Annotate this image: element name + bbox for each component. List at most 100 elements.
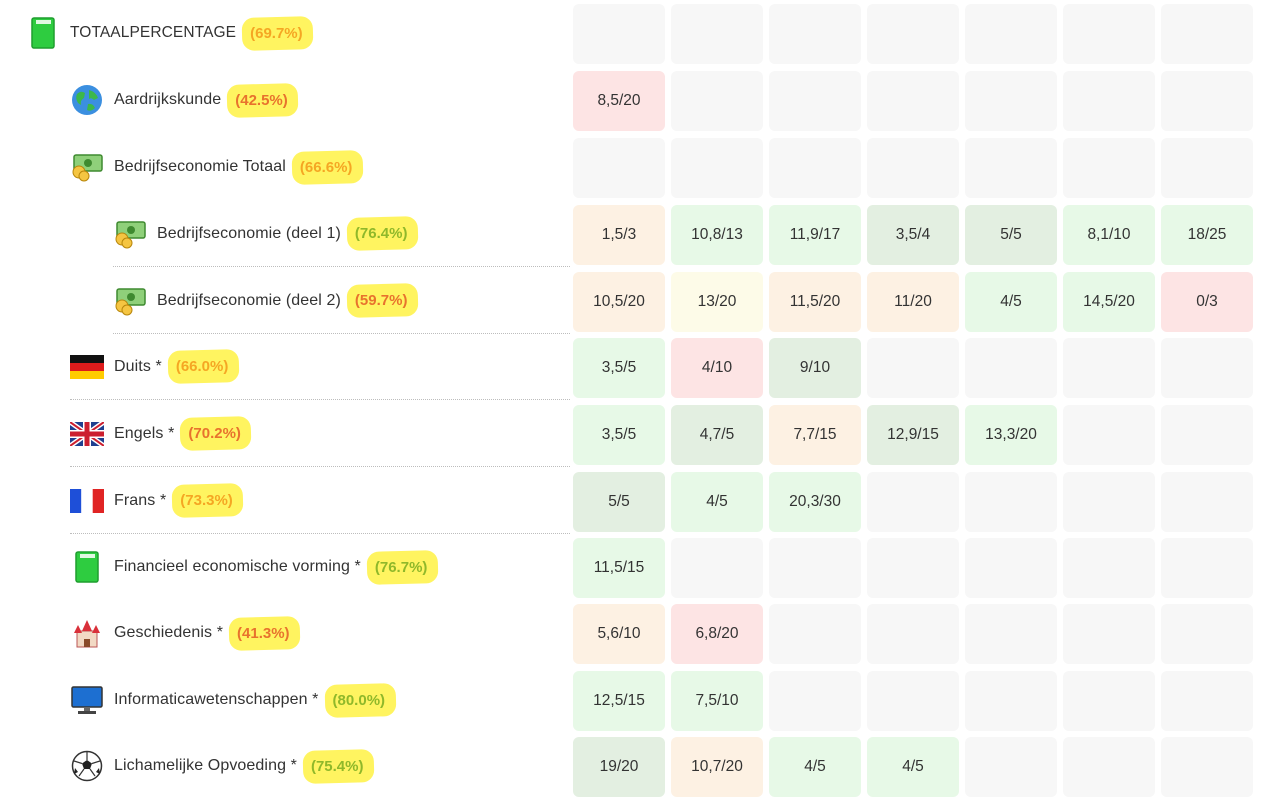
grade-cell[interactable]: 4/5 — [867, 737, 959, 797]
grade-cell — [1063, 138, 1155, 198]
money-icon — [113, 284, 147, 318]
subject-percent: (80.0%) — [324, 682, 396, 718]
grade-cell — [573, 4, 665, 64]
globe-icon — [70, 83, 104, 117]
grade-cell — [965, 737, 1057, 797]
grade-cell — [1063, 71, 1155, 131]
grade-cell — [1063, 671, 1155, 731]
grade-cell[interactable]: 3,5/4 — [867, 205, 959, 265]
grade-cell — [1161, 405, 1253, 465]
subject-bedrijfseconomie-deel-2[interactable]: Bedrijfseconomie (deel 2) (59.7%) — [113, 268, 570, 334]
grade-cell[interactable]: 19/20 — [573, 737, 665, 797]
grade-cell[interactable]: 7,7/15 — [769, 405, 861, 465]
grade-cell[interactable]: 8,5/20 — [573, 71, 665, 131]
subject-name: Financieel economische vorming * — [114, 558, 361, 575]
grade-cell[interactable]: 5,6/10 — [573, 604, 665, 664]
grade-cell — [867, 4, 959, 64]
subject-name: Aardrijkskunde — [114, 91, 222, 108]
grade-cell[interactable]: 3,5/5 — [573, 405, 665, 465]
subject-frans[interactable]: Frans * (73.3%) — [70, 468, 570, 534]
grade-cell — [1161, 472, 1253, 532]
grade-cell — [1161, 71, 1253, 131]
subject-percent: (66.0%) — [167, 349, 239, 384]
subject-geschiedenis[interactable]: Geschiedenis * (41.3%) — [70, 600, 300, 666]
grade-cell[interactable]: 10,5/20 — [573, 272, 665, 332]
subject-percent: (66.6%) — [291, 149, 363, 185]
green-book-icon — [30, 16, 56, 50]
grade-cell[interactable]: 0/3 — [1161, 272, 1253, 332]
subject-lichamelijke-opvoeding[interactable]: Lichamelijke Opvoeding * (75.4%) — [70, 733, 374, 799]
grade-cell[interactable]: 4/5 — [965, 272, 1057, 332]
total-row: TOTAALPERCENTAGE (69.7%) — [0, 0, 1280, 66]
subject-name: Geschiedenis * — [114, 624, 224, 641]
grade-cell[interactable]: 6,8/20 — [671, 604, 763, 664]
green-book-icon — [70, 550, 104, 584]
subject-bedrijfseconomie-totaal[interactable]: Bedrijfseconomie Totaal (66.6%) — [70, 134, 363, 200]
grade-cell[interactable]: 14,5/20 — [1063, 272, 1155, 332]
grade-cells: 3,5/5 4/10 9/10 — [573, 338, 1253, 398]
subject-aardrijkskunde[interactable]: Aardrijkskunde (42.5%) — [70, 67, 299, 133]
subject-name: Engels * — [114, 424, 175, 442]
grade-cell — [1161, 538, 1253, 598]
grade-cell — [965, 338, 1057, 398]
grade-cell[interactable]: 20,3/30 — [769, 472, 861, 532]
subject-percent: (70.2%) — [179, 416, 252, 451]
grade-cell[interactable]: 4/10 — [671, 338, 763, 398]
grade-cell[interactable]: 10,7/20 — [671, 737, 763, 797]
grade-cells: 19/20 10,7/20 4/5 4/5 — [573, 737, 1253, 797]
grade-cell[interactable]: 5/5 — [573, 472, 665, 532]
grade-cell[interactable]: 13,3/20 — [965, 405, 1057, 465]
subject-duits[interactable]: Duits * (66.0%) — [70, 334, 570, 400]
grade-cells: 5/5 4/5 20,3/30 — [573, 472, 1253, 532]
subject-name: Bedrijfseconomie (deel 2) — [157, 291, 341, 309]
grade-cell — [769, 604, 861, 664]
grade-cell[interactable]: 1,5/3 — [573, 205, 665, 265]
grade-cell[interactable]: 12,5/15 — [573, 671, 665, 731]
grade-cell — [965, 604, 1057, 664]
grade-cell — [1063, 4, 1155, 64]
grade-cells — [573, 4, 1253, 64]
subject-percent: (59.7%) — [346, 283, 418, 318]
grade-cell[interactable]: 12,9/15 — [867, 405, 959, 465]
grade-cell — [867, 472, 959, 532]
grade-cell — [867, 138, 959, 198]
grade-cell[interactable]: 13/20 — [671, 272, 763, 332]
grade-cell[interactable]: 4/5 — [671, 472, 763, 532]
total-subject[interactable]: TOTAALPERCENTAGE (69.7%) — [30, 0, 314, 66]
subject-row: Bedrijfseconomie (deel 2) (59.7%) 10,5/2… — [0, 268, 1280, 334]
subject-percent: (75.4%) — [302, 748, 374, 784]
subject-engels[interactable]: Engels * (70.2%) — [70, 401, 570, 467]
subject-name: Lichamelijke Opvoeding * — [114, 757, 297, 774]
grade-cell[interactable]: 11,5/20 — [769, 272, 861, 332]
german-flag-icon — [70, 350, 104, 384]
grade-cell[interactable]: 4/5 — [769, 737, 861, 797]
grade-cell[interactable]: 8,1/10 — [1063, 205, 1155, 265]
grade-cell[interactable]: 18/25 — [1161, 205, 1253, 265]
grade-cell — [1161, 4, 1253, 64]
grade-cell — [1161, 138, 1253, 198]
subject-row: Engels * (70.2%) 3,5/5 4,7/5 7,7/15 12,9… — [0, 401, 1280, 467]
subject-bedrijfseconomie-deel-1[interactable]: Bedrijfseconomie (deel 1) (76.4%) — [113, 201, 570, 267]
subject-informaticawetenschappen[interactable]: Informaticawetenschappen * (80.0%) — [70, 667, 396, 733]
grade-cell — [1063, 538, 1155, 598]
grade-cell — [769, 671, 861, 731]
grade-cells — [573, 138, 1253, 198]
subject-percent: (76.4%) — [346, 216, 418, 251]
grade-cell[interactable]: 3,5/5 — [573, 338, 665, 398]
grade-cell[interactable]: 11,5/15 — [573, 538, 665, 598]
subject-financieel-economische-vorming[interactable]: Financieel economische vorming * (76.7%) — [70, 534, 438, 600]
grade-cells: 8,5/20 — [573, 71, 1253, 131]
grade-cell[interactable]: 11,9/17 — [769, 205, 861, 265]
grade-cell[interactable]: 7,5/10 — [671, 671, 763, 731]
subject-percent: (76.7%) — [366, 549, 438, 585]
soccer-ball-icon — [70, 749, 104, 783]
grade-cell — [1063, 472, 1155, 532]
grade-cell[interactable]: 9/10 — [769, 338, 861, 398]
grade-cell[interactable]: 4,7/5 — [671, 405, 763, 465]
grade-cell[interactable]: 11/20 — [867, 272, 959, 332]
subject-row: Duits * (66.0%) 3,5/5 4/10 9/10 — [0, 334, 1280, 400]
grade-cell — [867, 338, 959, 398]
grade-cell[interactable]: 10,8/13 — [671, 205, 763, 265]
grade-cell[interactable]: 5/5 — [965, 205, 1057, 265]
subject-name: Frans * — [114, 491, 167, 509]
